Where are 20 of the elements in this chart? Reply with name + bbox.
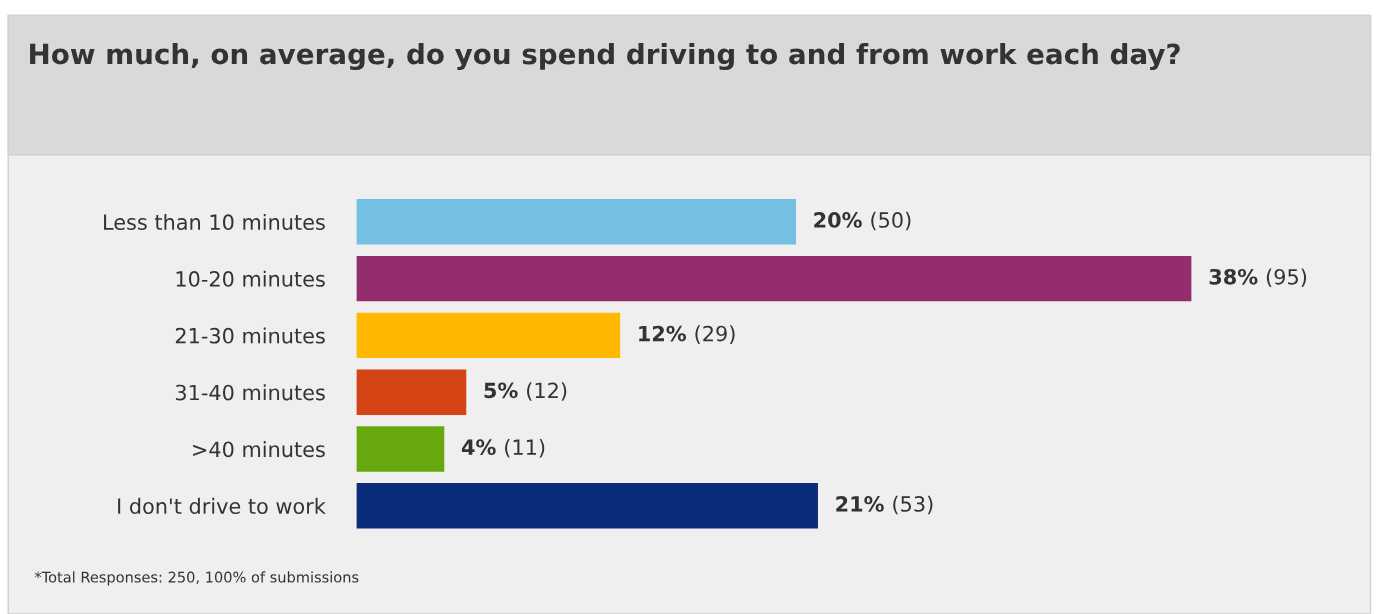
y-tick-label: >40 minutes [193,441,325,458]
bar [356,426,445,472]
y-tick-label: 10-20 minutes [176,270,325,287]
bar [356,255,1192,302]
bar [356,483,818,529]
bar [356,369,467,415]
y-tick-label: 21-30 minutes [175,327,325,344]
data-label: 38% (95) [1209,268,1307,288]
data-label: 5% (12) [484,382,567,401]
data-label: 12% (29) [639,325,735,344]
bar [356,312,621,359]
text: *Total Responses: 250, 100% of submissions [34,571,359,586]
y-tick-label: I don't drive to work [118,497,326,514]
chart-title: How much, on average, do you spend driving to and from work each day? [30,42,1180,71]
data-label: 20% (50) [814,211,911,231]
y-tick-label: 31-40 minutes [175,384,325,401]
bar [356,199,796,245]
y-tick-label: Less than 10 minutes [104,213,325,231]
data-label: 21% (53) [836,495,933,515]
data-label: 4% (11) [461,438,545,458]
